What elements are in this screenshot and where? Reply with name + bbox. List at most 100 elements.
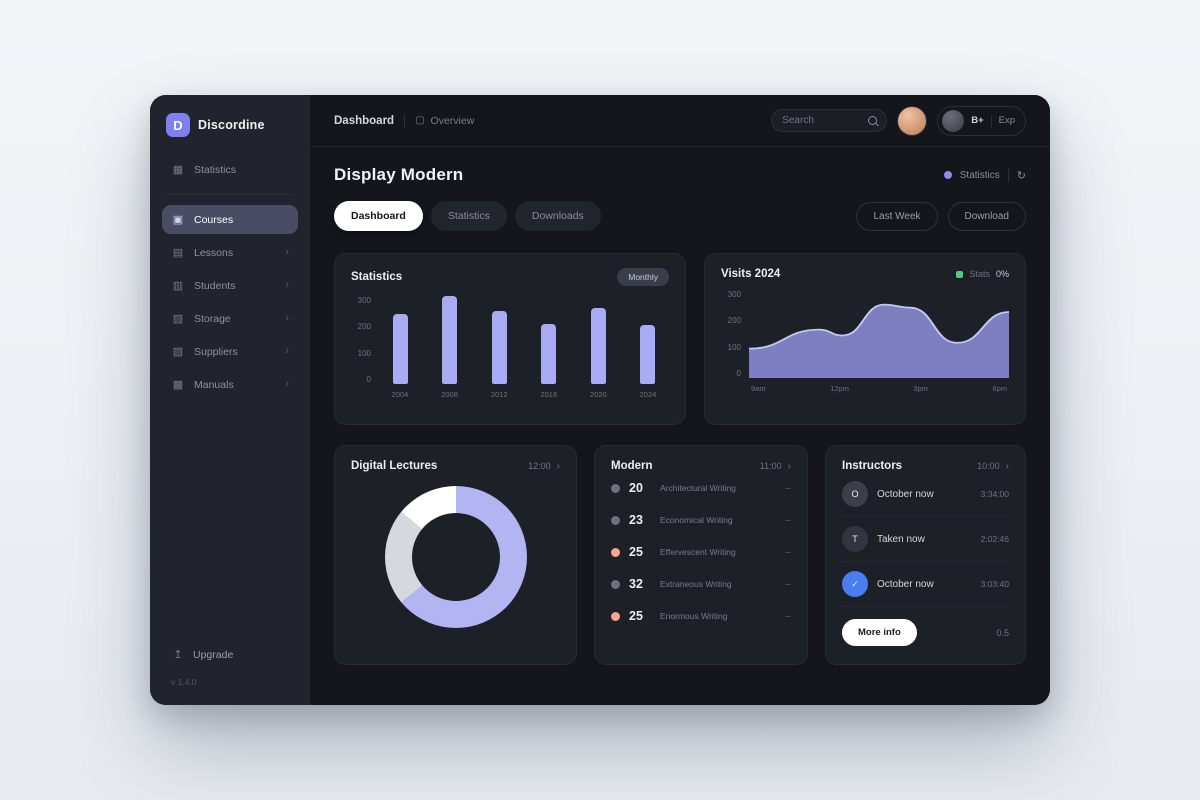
period-badge[interactable]: Monthly — [617, 268, 669, 286]
sidebar-item-lessons[interactable]: ▤ Lessons › — [162, 238, 298, 267]
secondary-avatar — [942, 109, 965, 132]
bar-column: 2016 — [536, 296, 562, 399]
list-item[interactable]: 23 Economical Writing – — [611, 504, 791, 536]
modern-list-card: Modern 11:00 › 20 Architectural Writing … — [594, 445, 808, 665]
bar-column: 2020 — [585, 296, 611, 399]
search-input[interactable] — [782, 115, 861, 126]
download-button[interactable]: Download — [947, 201, 1026, 231]
x-tick: 2024 — [639, 390, 657, 399]
search-box[interactable] — [771, 109, 888, 132]
logo-text: Discordine — [198, 118, 265, 132]
modern-head-right[interactable]: 11:00 › — [760, 461, 791, 472]
y-tick: 0 — [366, 374, 371, 384]
refresh-icon[interactable]: ↻ — [1016, 169, 1026, 182]
item-name: October now — [877, 488, 934, 500]
last-week-button[interactable]: Last Week — [856, 201, 938, 231]
x-tick: 9am — [751, 384, 766, 393]
bar[interactable] — [640, 325, 656, 384]
donut-head-right[interactable]: 12:00 › — [528, 461, 560, 472]
list-item[interactable]: O October now 3:34:00 — [842, 472, 1009, 517]
list-item[interactable]: 20 Architectural Writing – — [611, 472, 791, 504]
upgrade-label: Upgrade — [193, 648, 234, 661]
y-tick: 0 — [736, 368, 741, 378]
bar[interactable] — [590, 307, 606, 384]
x-tick: 12pm — [830, 384, 849, 393]
user-badge: B+ — [971, 115, 984, 126]
bar-column: 2012 — [486, 296, 512, 399]
chevron-right-icon: › — [285, 345, 289, 357]
tab-dashboard[interactable]: Dashboard — [334, 201, 423, 231]
avatar: T — [842, 526, 868, 552]
avatar: ✓ — [842, 571, 868, 597]
upgrade-icon: ↥ — [173, 649, 183, 661]
sidebar-item-storage[interactable]: ▧ Storage › — [162, 304, 298, 333]
truck-icon: ▨ — [172, 346, 184, 358]
bar[interactable] — [442, 296, 458, 384]
list-item[interactable]: 25 Effervescent Writing – — [611, 536, 791, 568]
tab-statistics[interactable]: Statistics — [430, 201, 507, 231]
sidebar-item-courses[interactable]: ▣ Courses — [162, 205, 298, 234]
list-item[interactable]: ✓ October now 3:03:40 — [842, 562, 1009, 607]
list-item[interactable]: 25 Enormous Writing – — [611, 600, 791, 632]
instructors-head-right[interactable]: 10:00 › — [977, 461, 1009, 472]
area-y-axis: 300 200 100 0 — [721, 290, 741, 378]
area-legend: Stats 0% — [956, 269, 1009, 279]
bar[interactable] — [491, 310, 507, 384]
item-time: 2:02:46 — [980, 534, 1009, 544]
area-line — [749, 303, 1009, 350]
bar-y-axis: 300 200 100 0 — [351, 296, 371, 384]
box-icon: ▧ — [172, 313, 184, 325]
status-dot — [611, 579, 620, 589]
item-value: 32 — [629, 577, 643, 591]
area-chart: 300 200 100 0 9am 12p — [721, 290, 1009, 393]
y-tick: 300 — [357, 296, 371, 305]
sidebar-item-statistics[interactable]: ▦ Statistics — [162, 155, 298, 184]
search-icon — [868, 116, 878, 125]
grid-icon: ▦ — [172, 164, 184, 176]
donut-ring[interactable] — [384, 486, 527, 628]
bar-column: 2008 — [437, 296, 463, 399]
list-item[interactable]: 32 Extraneous Writing – — [611, 568, 791, 600]
item-label: Architectural Writing — [660, 483, 736, 493]
user-menu[interactable]: B+ Exp — [937, 105, 1026, 136]
item-dash: – — [785, 610, 791, 622]
area-x-axis: 9am 12pm 3pm 6pm — [749, 384, 1009, 393]
status-dot — [611, 483, 620, 493]
bar-chart-card: Statistics Monthly 300 200 100 0 — [334, 253, 686, 425]
breadcrumb: Dashboard — [334, 114, 395, 127]
overview-link[interactable]: ▢ Overview — [415, 115, 474, 127]
more-info-button[interactable]: More info — [842, 619, 917, 646]
y-tick: 100 — [727, 342, 741, 352]
x-tick: 2016 — [540, 390, 558, 399]
bar[interactable] — [392, 313, 408, 384]
modern-title: Modern — [611, 460, 653, 472]
user-pill-divider — [990, 114, 992, 127]
sidebar-item-students[interactable]: ▥ Students › — [162, 271, 298, 300]
item-dash: – — [785, 482, 791, 494]
upgrade-button[interactable]: ↥ Upgrade — [162, 640, 298, 669]
x-tick: 2020 — [590, 390, 607, 399]
bar[interactable] — [541, 323, 557, 384]
item-value: 23 — [629, 513, 643, 527]
page-title: Display Modern — [334, 165, 464, 184]
item-label: Extraneous Writing — [660, 579, 732, 589]
app-window: D Discordine ▦ Statistics ▣ Courses ▤ Le… — [150, 95, 1050, 705]
topbar-right: B+ Exp — [771, 105, 1026, 136]
tab-downloads[interactable]: Downloads — [514, 201, 601, 231]
item-time: 3:03:40 — [980, 579, 1009, 589]
donut-hole — [411, 513, 500, 601]
instructors-count: 10:00 — [977, 461, 1000, 471]
user-avatar[interactable] — [897, 105, 928, 136]
cards-row-2: Digital Lectures 12:00 › — [334, 445, 1026, 665]
sidebar-item-manuals[interactable]: ▩ Manuals › — [162, 370, 298, 399]
user-menu-label: Exp — [998, 115, 1015, 126]
status-dot — [611, 515, 620, 525]
list-item[interactable]: T Taken now 2:02:46 — [842, 517, 1009, 562]
logo-icon: D — [166, 113, 190, 137]
sidebar-item-suppliers[interactable]: ▨ Suppliers › — [162, 337, 298, 366]
title-legend: Statistics ↻ — [943, 168, 1026, 182]
chevron-right-icon: › — [1005, 460, 1009, 472]
y-tick: 100 — [357, 348, 371, 358]
sidebar: D Discordine ▦ Statistics ▣ Courses ▤ Le… — [150, 95, 310, 705]
avatar-glyph: O — [851, 489, 859, 499]
